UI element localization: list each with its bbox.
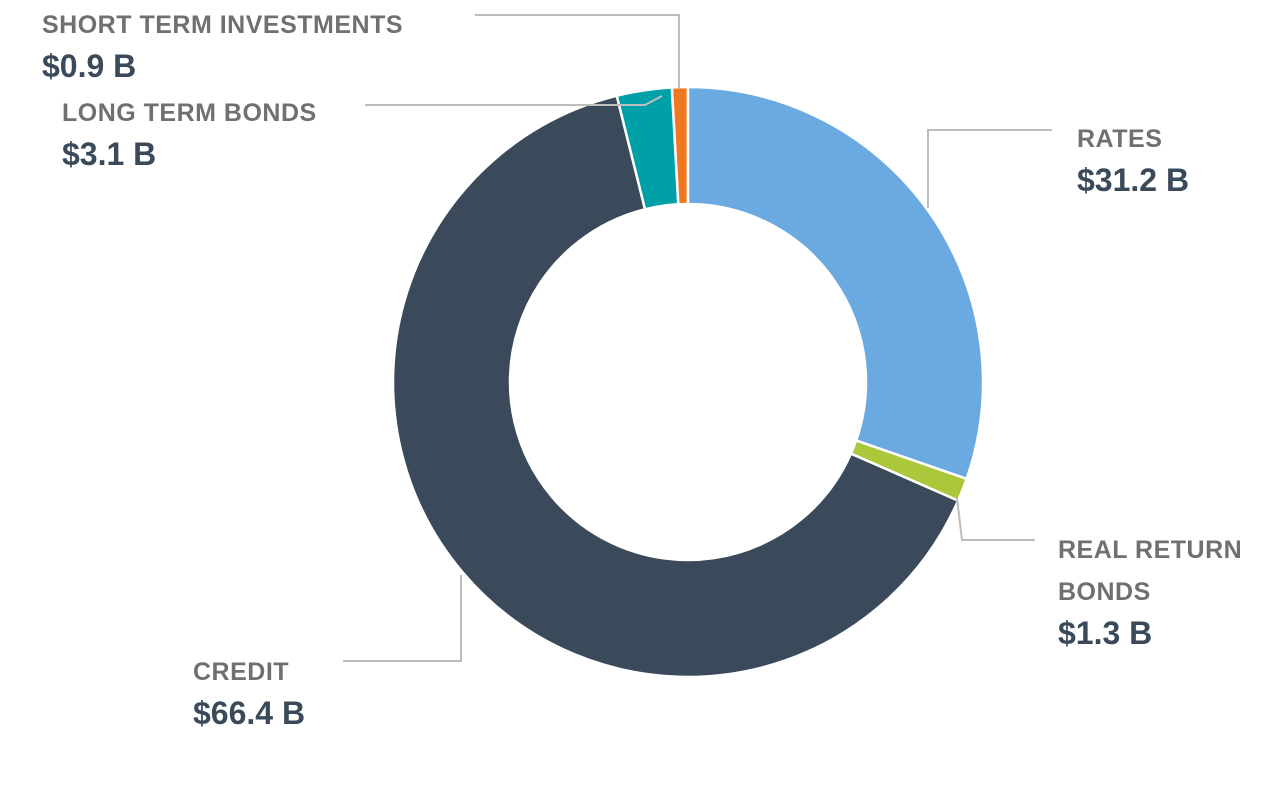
value-label: $3.1 B [62, 136, 157, 172]
category-label: CREDIT [193, 658, 290, 686]
donut-slice [391, 94, 960, 679]
value-label: $0.9 B [42, 48, 137, 84]
leader-line [365, 95, 663, 106]
slice-label: REAL RETURN BONDS $1.3 B [1058, 529, 1269, 653]
leader-line [927, 129, 1052, 208]
category-label: RATES [1077, 125, 1163, 153]
slice-label: LONG TERM BONDS $3.1 B [62, 92, 382, 174]
value-label: $1.3 B [1058, 615, 1153, 651]
donut-slice [615, 86, 680, 211]
value-label: $31.2 B [1077, 162, 1190, 198]
category-label: LONG TERM BONDS [62, 99, 317, 127]
value-label: $66.4 B [193, 695, 306, 731]
slice-label: SHORT TERM INVESTMENTS $0.9 B [42, 4, 482, 86]
leader-line [475, 14, 680, 88]
leader-line [956, 497, 1035, 541]
leader-line [343, 575, 462, 662]
category-label: SHORT TERM INVESTMENTS [42, 11, 404, 39]
slice-label: CREDIT $66.4 B [193, 651, 443, 733]
donut-slice [686, 85, 985, 481]
category-label: REAL RETURN BONDS [1058, 536, 1243, 606]
slice-label: RATES $31.2 B [1077, 118, 1269, 200]
